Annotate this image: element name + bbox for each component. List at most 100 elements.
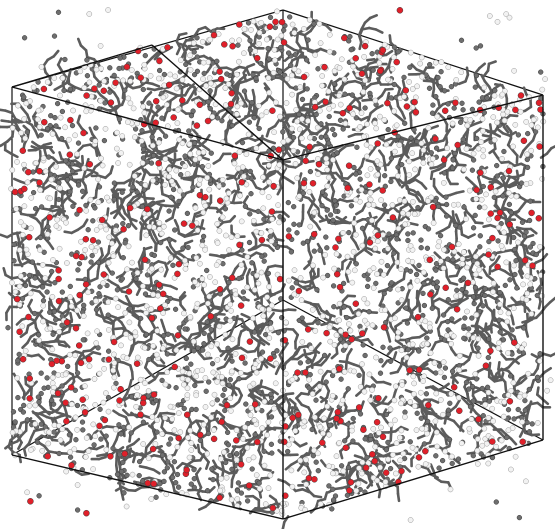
carbon-atom: [128, 394, 135, 400]
bond: [470, 324, 481, 328]
carbon-atom: [423, 391, 430, 397]
hydrogen-atom: [525, 370, 532, 377]
bond: [163, 204, 174, 208]
hydrogen-atom: [539, 86, 546, 93]
carbon-atom: [119, 276, 125, 282]
bond: [522, 86, 528, 96]
carbon-atom: [66, 432, 73, 438]
hydrogen-atom: [67, 294, 74, 300]
carbon-atom: [414, 410, 420, 416]
carbon-atom: [103, 433, 109, 439]
carbon-atom: [484, 95, 490, 101]
carbon-atom: [445, 327, 451, 333]
bond: [518, 242, 528, 248]
bond: [434, 314, 441, 324]
hydrogen-atom: [266, 179, 272, 185]
carbon-atom: [201, 330, 207, 337]
bond: [0, 108, 7, 112]
carbon-atom: [39, 284, 46, 290]
carbon-atom: [418, 237, 424, 243]
carbon-atom: [188, 481, 194, 487]
carbon-atom: [53, 123, 59, 129]
carbon-atom: [98, 436, 104, 442]
carbon-atom: [245, 20, 252, 26]
hydrogen-atom: [236, 149, 243, 155]
carbon-atom: [475, 345, 481, 351]
hydrogen-atom: [244, 253, 251, 260]
carbon-atom: [473, 45, 479, 51]
carbon-atom: [330, 217, 336, 223]
hydrogen-atom: [397, 457, 403, 464]
bond: [503, 269, 512, 277]
bond: [254, 22, 261, 32]
bond: [364, 68, 369, 79]
carbon-atom: [75, 140, 82, 146]
carbon-atom: [171, 459, 178, 465]
bond: [239, 73, 248, 81]
carbon-atom: [420, 290, 426, 297]
carbon-atom: [360, 342, 366, 348]
carbon-atom: [386, 231, 392, 237]
bond: [42, 141, 53, 147]
bond: [370, 375, 379, 384]
bond: [286, 308, 297, 312]
carbon-atom: [378, 358, 384, 364]
hydrogen-atom: [19, 231, 26, 238]
carbon-atom: [357, 176, 363, 182]
carbon-atom: [381, 202, 388, 208]
carbon-atom: [494, 173, 500, 179]
carbon-atom: [235, 42, 241, 48]
carbon-atom: [59, 135, 65, 142]
carbon-atom: [200, 233, 207, 240]
carbon-atom: [63, 158, 69, 164]
carbon-atom: [461, 204, 467, 210]
carbon-atom: [497, 289, 503, 296]
hydrogen-atom: [499, 155, 505, 162]
carbon-atom: [330, 486, 336, 492]
carbon-atom: [79, 419, 86, 425]
hydrogen-atom: [141, 344, 148, 351]
hydrogen-atom: [547, 377, 554, 384]
carbon-atom: [524, 164, 531, 171]
bond: [185, 257, 195, 262]
carbon-atom: [249, 260, 255, 266]
carbon-atom: [482, 286, 488, 292]
carbon-atom: [388, 155, 395, 161]
bond: [452, 457, 461, 465]
carbon-atom: [24, 417, 31, 423]
carbon-atom: [479, 95, 486, 101]
bond: [155, 199, 166, 204]
carbon-atom: [59, 108, 66, 115]
carbon-atom: [435, 203, 442, 210]
carbon-atom: [120, 424, 127, 431]
carbon-atom: [204, 319, 210, 325]
carbon-atom: [139, 128, 145, 134]
carbon-atom: [533, 251, 539, 258]
carbon-atom: [477, 43, 484, 49]
hydrogen-atom: [420, 147, 427, 153]
hydrogen-atom: [479, 128, 486, 134]
carbon-atom: [421, 280, 427, 287]
carbon-atom: [385, 439, 391, 446]
bond: [130, 222, 138, 230]
hydrogen-atom: [392, 417, 398, 424]
carbon-atom: [304, 86, 310, 92]
carbon-atom: [287, 14, 293, 20]
hydrogen-atom: [430, 220, 437, 226]
carbon-atom: [214, 58, 220, 64]
carbon-atom: [178, 172, 184, 178]
carbon-atom: [514, 285, 520, 291]
bond: [149, 103, 154, 113]
bond: [234, 314, 239, 325]
carbon-atom: [21, 94, 27, 100]
carbon-atom: [40, 298, 47, 304]
bond: [270, 39, 275, 49]
carbon-atom: [133, 276, 139, 282]
carbon-atom: [305, 37, 311, 43]
carbon-atom: [319, 189, 326, 195]
bond: [294, 391, 303, 400]
carbon-atom: [484, 384, 491, 390]
hydrogen-atom: [297, 275, 304, 281]
carbon-atom: [340, 126, 346, 132]
carbon-atom: [12, 419, 18, 425]
